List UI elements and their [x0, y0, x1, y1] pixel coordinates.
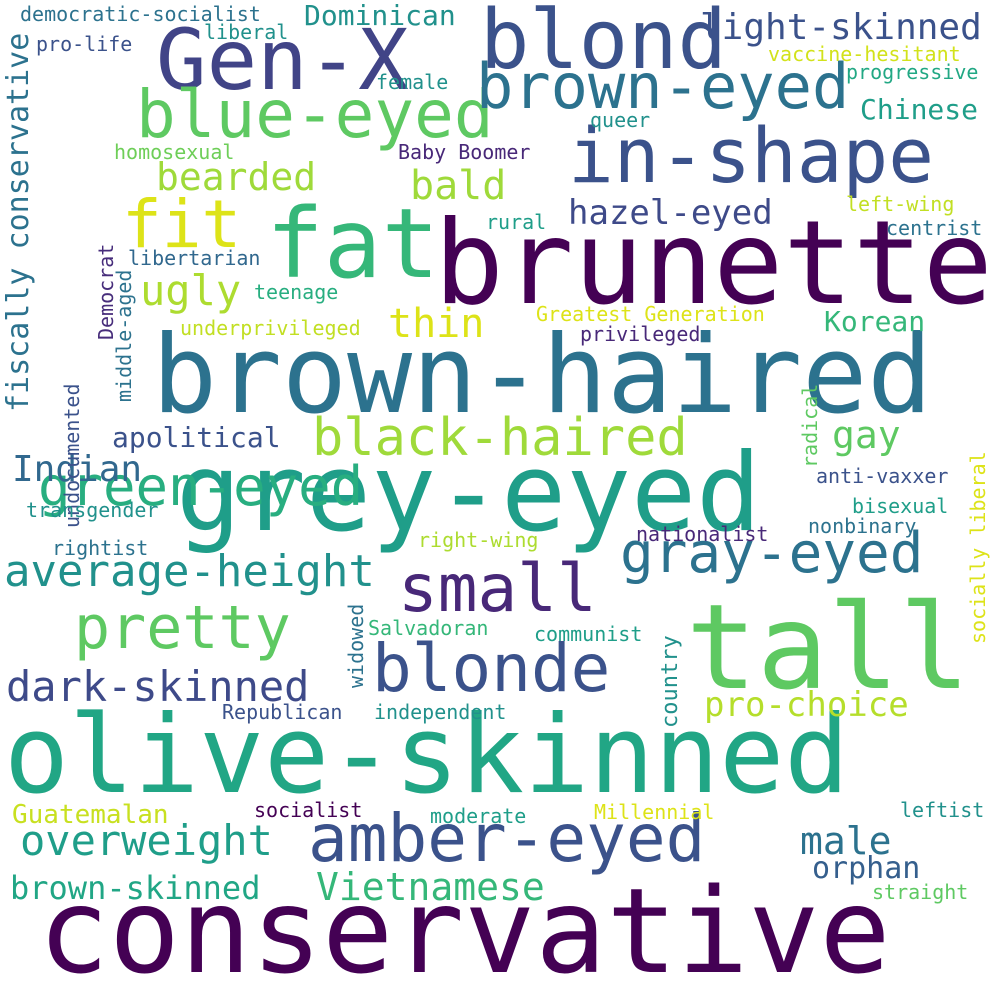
word: rightist — [52, 536, 149, 560]
word: democratic-socialist — [20, 2, 261, 26]
word: fat — [266, 188, 440, 300]
word: centrist — [886, 216, 983, 240]
word: black-haired — [312, 408, 688, 468]
word: bearded — [156, 155, 317, 199]
word: conservative — [38, 862, 891, 1000]
word: blonde — [372, 630, 611, 707]
word: orphan — [812, 851, 921, 886]
word: nationalist — [636, 522, 769, 546]
word: small — [398, 550, 597, 627]
word: libertarian — [128, 246, 261, 270]
word: socialist — [254, 798, 363, 822]
word: liberal — [204, 20, 289, 44]
word: right-wing — [418, 528, 539, 552]
word: Republican — [222, 700, 343, 724]
word: green-eyed — [38, 455, 364, 518]
word: grey-eyed — [176, 431, 762, 556]
word: underprivileged — [180, 316, 361, 340]
word: leftist — [900, 798, 985, 822]
word: transgender — [26, 498, 159, 522]
word: country — [658, 635, 683, 728]
word: average-height — [4, 546, 375, 597]
word: olive-skinned — [4, 693, 850, 818]
word: brown-eyed — [476, 50, 850, 123]
word: left-wing — [846, 192, 955, 216]
word: homosexual — [114, 140, 235, 164]
word: dark-skinned — [6, 662, 310, 711]
word: gray-eyed — [620, 521, 924, 586]
word: fit — [122, 186, 242, 263]
word: independent — [374, 700, 507, 724]
word: Gen-X — [156, 11, 409, 109]
word: straight — [872, 880, 969, 904]
word: tall — [686, 578, 971, 716]
word: bald — [410, 163, 507, 209]
word: queer — [590, 108, 651, 132]
word: widowed — [344, 603, 368, 688]
word: Chinese — [860, 93, 979, 126]
word: amber-eyed — [308, 800, 706, 877]
word: thin — [388, 301, 485, 347]
word: nonbinary — [808, 514, 917, 538]
word: ugly — [140, 266, 242, 315]
word: blond — [480, 0, 727, 88]
word: blue-eyed — [136, 76, 494, 153]
word: privileged — [580, 322, 701, 346]
word: pro-choice — [704, 685, 909, 725]
word: brown-haired — [152, 313, 933, 438]
word: gay — [832, 413, 901, 457]
word: apolitical — [112, 421, 281, 454]
word: in-shape — [568, 111, 935, 200]
word: Millennial — [594, 800, 715, 824]
word: fiscally conservative — [1, 32, 36, 412]
word: brown-skinned — [10, 869, 261, 907]
word: hazel-eyed — [568, 193, 773, 233]
word: bisexual — [852, 494, 949, 518]
word: pro-life — [36, 32, 133, 56]
word: Guatemalan — [12, 800, 169, 830]
word: progressive — [846, 60, 979, 84]
word: radical — [798, 383, 822, 468]
word: brunette — [434, 196, 993, 331]
word: male — [800, 819, 892, 863]
word: vaccine-hesitant — [768, 42, 961, 66]
word: socially liberal — [966, 451, 990, 644]
word: overweight — [20, 816, 273, 865]
word: middle-aged — [112, 269, 136, 402]
word: Korean — [824, 305, 926, 338]
word: rural — [486, 210, 547, 234]
word: Indian — [12, 449, 143, 490]
word: anti-vaxxer — [816, 464, 949, 488]
word: Dominican — [304, 0, 456, 32]
word: Salvadoran — [368, 616, 489, 640]
word: teenage — [254, 280, 339, 304]
word: communist — [534, 622, 643, 646]
word: light-skinned — [700, 7, 982, 48]
word: Vietnamese — [316, 865, 545, 909]
word: Greatest Generation — [536, 302, 765, 326]
word: female — [376, 70, 449, 94]
word: moderate — [430, 804, 527, 828]
word: pretty — [74, 593, 291, 663]
word: Baby Boomer — [398, 140, 531, 164]
